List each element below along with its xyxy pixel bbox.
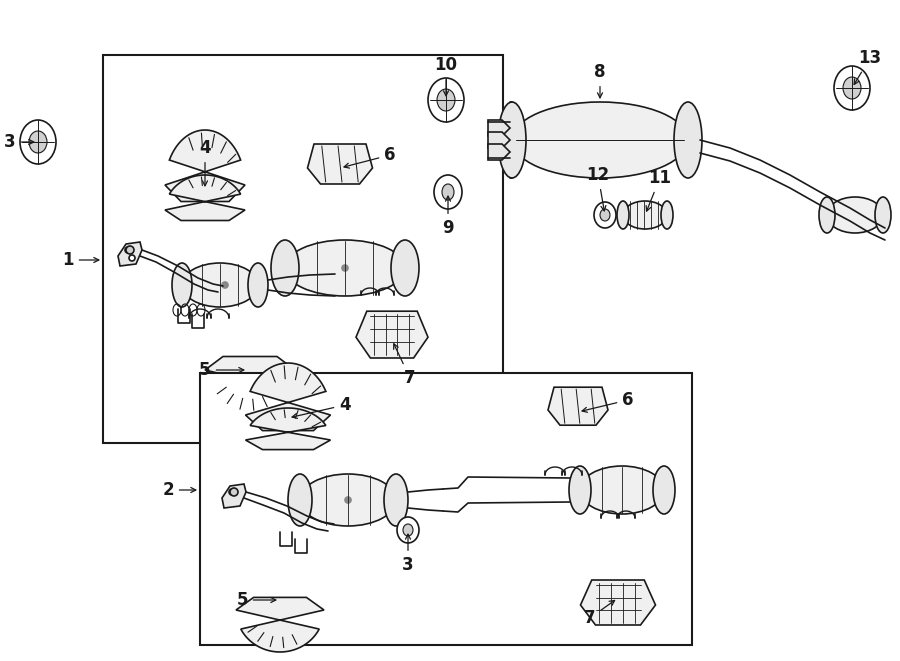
Ellipse shape xyxy=(403,524,413,536)
Ellipse shape xyxy=(617,201,629,229)
Ellipse shape xyxy=(222,282,228,288)
Polygon shape xyxy=(308,144,373,184)
Ellipse shape xyxy=(661,201,673,229)
Polygon shape xyxy=(580,580,655,625)
Polygon shape xyxy=(222,484,246,508)
Ellipse shape xyxy=(20,120,56,164)
Ellipse shape xyxy=(498,102,526,178)
Polygon shape xyxy=(246,408,330,449)
Text: 7: 7 xyxy=(584,600,615,627)
Ellipse shape xyxy=(172,263,192,307)
Text: 11: 11 xyxy=(646,169,671,211)
Polygon shape xyxy=(356,311,428,358)
Text: 3: 3 xyxy=(4,133,34,151)
Polygon shape xyxy=(488,132,510,148)
Text: 10: 10 xyxy=(435,56,457,96)
Ellipse shape xyxy=(819,197,835,233)
Ellipse shape xyxy=(674,102,702,178)
Text: 4: 4 xyxy=(292,396,351,418)
Ellipse shape xyxy=(653,466,675,514)
Ellipse shape xyxy=(271,240,299,296)
Text: 8: 8 xyxy=(594,63,606,98)
Text: 6: 6 xyxy=(582,391,634,412)
Ellipse shape xyxy=(230,488,238,496)
Ellipse shape xyxy=(384,474,408,526)
Ellipse shape xyxy=(229,489,235,495)
Text: 3: 3 xyxy=(402,534,414,574)
Ellipse shape xyxy=(434,175,462,209)
Text: 13: 13 xyxy=(854,49,882,85)
Text: 5: 5 xyxy=(199,361,244,379)
Ellipse shape xyxy=(442,184,454,200)
Text: 5: 5 xyxy=(236,591,275,609)
Ellipse shape xyxy=(391,240,419,296)
Ellipse shape xyxy=(569,466,591,514)
Ellipse shape xyxy=(827,197,883,233)
Ellipse shape xyxy=(29,131,47,153)
Polygon shape xyxy=(236,598,324,652)
Text: 2: 2 xyxy=(162,481,196,499)
Ellipse shape xyxy=(288,474,312,526)
Ellipse shape xyxy=(285,240,405,296)
Polygon shape xyxy=(246,363,330,430)
Ellipse shape xyxy=(345,497,351,503)
Ellipse shape xyxy=(623,201,667,229)
Ellipse shape xyxy=(300,474,396,526)
Bar xyxy=(103,55,503,443)
Ellipse shape xyxy=(125,247,131,253)
Text: 6: 6 xyxy=(344,146,396,168)
Ellipse shape xyxy=(129,255,135,261)
Ellipse shape xyxy=(600,209,610,221)
Text: 12: 12 xyxy=(587,166,609,211)
Polygon shape xyxy=(548,387,608,425)
Text: 4: 4 xyxy=(199,139,211,186)
Ellipse shape xyxy=(594,202,616,228)
Ellipse shape xyxy=(428,78,464,122)
Ellipse shape xyxy=(580,466,664,514)
Ellipse shape xyxy=(342,265,348,271)
Ellipse shape xyxy=(397,517,419,543)
Text: 1: 1 xyxy=(62,251,99,269)
Ellipse shape xyxy=(126,246,134,254)
Ellipse shape xyxy=(437,89,455,111)
Polygon shape xyxy=(165,175,245,221)
Bar xyxy=(200,373,692,645)
Ellipse shape xyxy=(834,66,870,110)
Ellipse shape xyxy=(248,263,268,307)
Polygon shape xyxy=(488,144,510,160)
Ellipse shape xyxy=(843,77,861,99)
Text: 7: 7 xyxy=(393,344,416,387)
Ellipse shape xyxy=(512,102,688,178)
Polygon shape xyxy=(118,242,142,266)
Polygon shape xyxy=(488,120,510,136)
Polygon shape xyxy=(165,130,245,202)
Polygon shape xyxy=(205,356,295,415)
Ellipse shape xyxy=(182,263,258,307)
Text: 9: 9 xyxy=(442,196,454,237)
Ellipse shape xyxy=(875,197,891,233)
